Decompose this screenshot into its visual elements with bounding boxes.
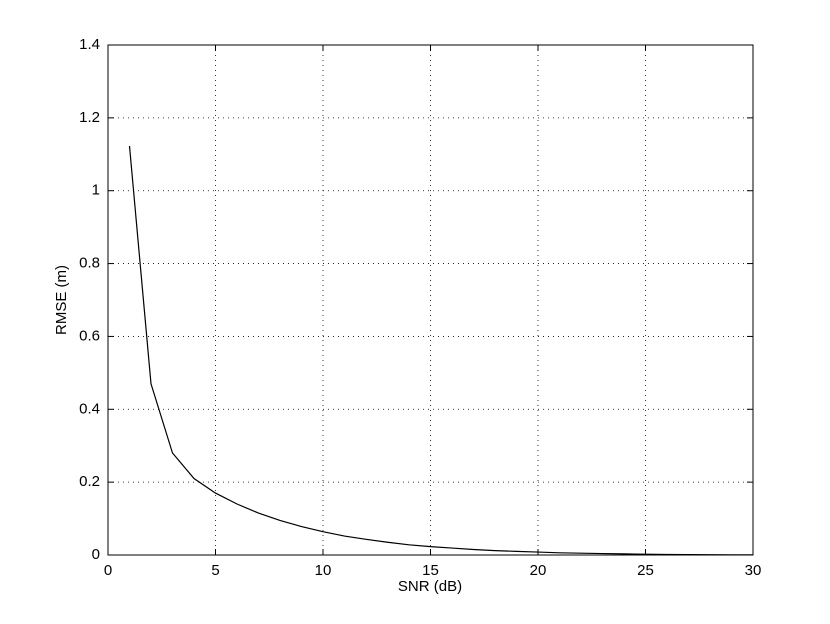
x-tick-label: 30	[745, 562, 762, 579]
x-tick-label: 10	[315, 562, 332, 579]
plot-frame	[107, 44, 754, 556]
x-tick-label: 5	[211, 562, 219, 579]
y-tick-label: 0.6	[79, 327, 100, 344]
x-axis-label: SNR (dB)	[398, 578, 462, 595]
x-tick-label: 20	[530, 562, 547, 579]
y-tick-label: 0.4	[79, 400, 100, 417]
y-tick-label: 1	[92, 182, 100, 199]
y-tick-label: 0	[92, 546, 100, 563]
x-tick-label: 15	[422, 562, 439, 579]
line	[128, 145, 754, 556]
y-tick-label: 0.8	[79, 255, 100, 272]
y-axis-label: RMSE (m)	[53, 265, 70, 335]
x-tick-label: 0	[104, 562, 112, 579]
y-tick-label: 1.2	[79, 109, 100, 126]
y-tick-label: 0.2	[79, 473, 100, 490]
y-tick-label: 1.4	[79, 36, 100, 53]
x-tick-label: 25	[637, 562, 654, 579]
